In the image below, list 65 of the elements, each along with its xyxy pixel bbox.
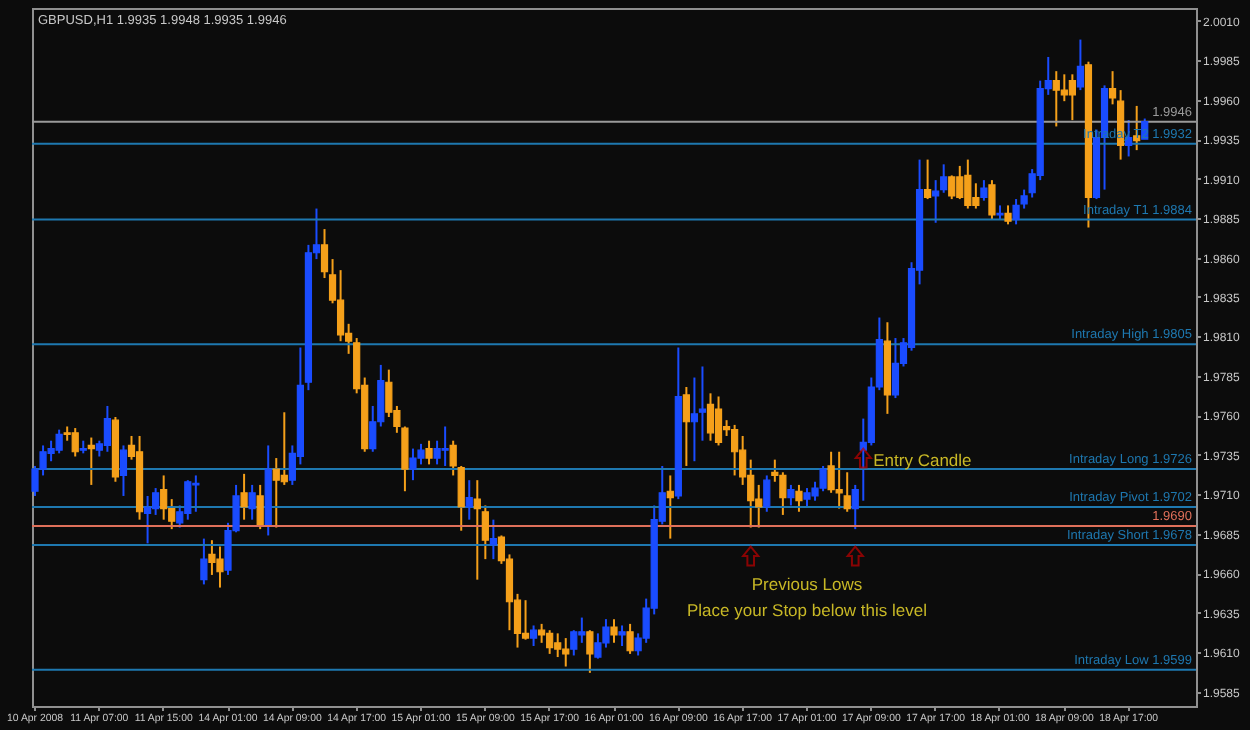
candlestick: [988, 179, 996, 221]
candlestick: [787, 483, 795, 507]
candlestick: [256, 483, 264, 531]
candlestick: [714, 395, 723, 447]
candlestick: [948, 174, 956, 201]
candlestick: [562, 637, 570, 668]
candlestick: [1004, 204, 1012, 226]
candlestick: [1052, 70, 1060, 128]
candlestick: [1012, 198, 1020, 226]
candlestick: [731, 423, 739, 477]
candlestick: [795, 483, 803, 513]
candlestick: [698, 365, 707, 442]
annotation: Place your Stop below this level: [686, 600, 928, 620]
candlestick: [409, 447, 417, 482]
candlestick: [610, 618, 618, 644]
candlestick: [803, 487, 811, 509]
candlestick: [835, 450, 843, 510]
candlestick: [240, 472, 248, 521]
candlestick: [1060, 73, 1068, 103]
candlestick: [1076, 38, 1085, 92]
candlestick: [570, 629, 578, 657]
candlestick: [71, 427, 79, 458]
candlestick: [216, 545, 224, 589]
candlestick: [546, 629, 554, 655]
candlestick: [55, 428, 63, 455]
candlestick: [578, 616, 586, 644]
candlestick: [554, 632, 562, 659]
annotation: Previous Lows: [751, 574, 863, 594]
candlestick: [891, 337, 900, 400]
candlestick: [682, 386, 690, 467]
candlestick: [1068, 73, 1076, 122]
candlestick: [465, 479, 473, 521]
candlestick: [248, 483, 256, 521]
candlestick: [103, 404, 111, 453]
candlestick: [184, 479, 192, 521]
candlestick: [280, 411, 288, 486]
candlestick: [924, 158, 932, 201]
candlestick: [586, 629, 594, 674]
candlestick: [706, 392, 715, 442]
candlestick: [489, 518, 497, 561]
candlestick: [441, 425, 449, 467]
candlestick: [538, 622, 546, 644]
candlestick: [626, 622, 634, 655]
candlestick: [87, 436, 95, 486]
annotation: Entry Candle: [873, 450, 973, 470]
candlestick: [481, 504, 489, 561]
candlestick: [521, 599, 530, 641]
candlestick: [972, 182, 980, 210]
candlestick: [956, 164, 964, 201]
candlestick: [473, 479, 481, 581]
candlestick: [200, 537, 208, 586]
candlestick: [192, 474, 200, 513]
candlestick: [666, 474, 674, 540]
candlestick: [980, 179, 988, 202]
candlestick: [964, 158, 972, 210]
candlestick: [160, 474, 168, 521]
candlestick: [763, 474, 771, 513]
candlestick: [119, 444, 128, 497]
candlestick: [425, 439, 433, 466]
candlestick: [143, 494, 152, 545]
candlestick: [529, 624, 538, 647]
candlestick: [618, 624, 626, 647]
candlestick: [932, 179, 940, 224]
candlestick: [843, 471, 851, 513]
candlestick: [819, 464, 827, 493]
